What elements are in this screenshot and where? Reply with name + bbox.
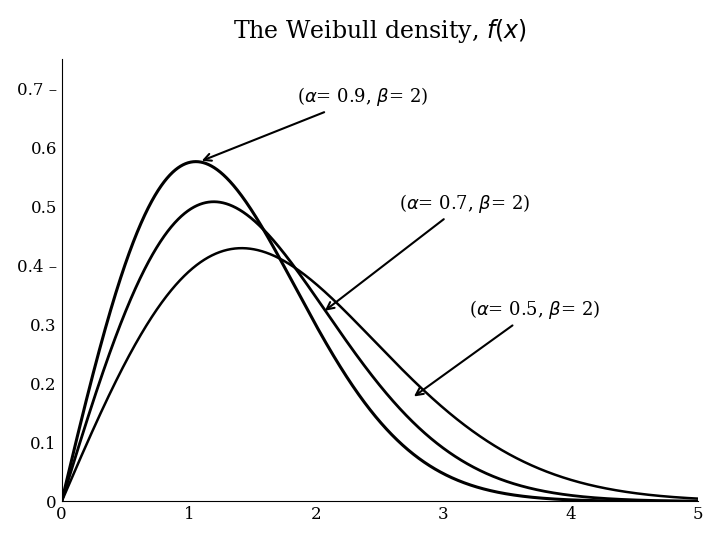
Text: ($\alpha$= 0.9, $\beta$= 2): ($\alpha$= 0.9, $\beta$= 2) bbox=[204, 85, 428, 161]
Title: The Weibull density, $f(x)$: The Weibull density, $f(x)$ bbox=[233, 17, 527, 45]
Text: ($\alpha$= 0.5, $\beta$= 2): ($\alpha$= 0.5, $\beta$= 2) bbox=[416, 298, 600, 395]
Text: ($\alpha$= 0.7, $\beta$= 2): ($\alpha$= 0.7, $\beta$= 2) bbox=[327, 192, 530, 309]
